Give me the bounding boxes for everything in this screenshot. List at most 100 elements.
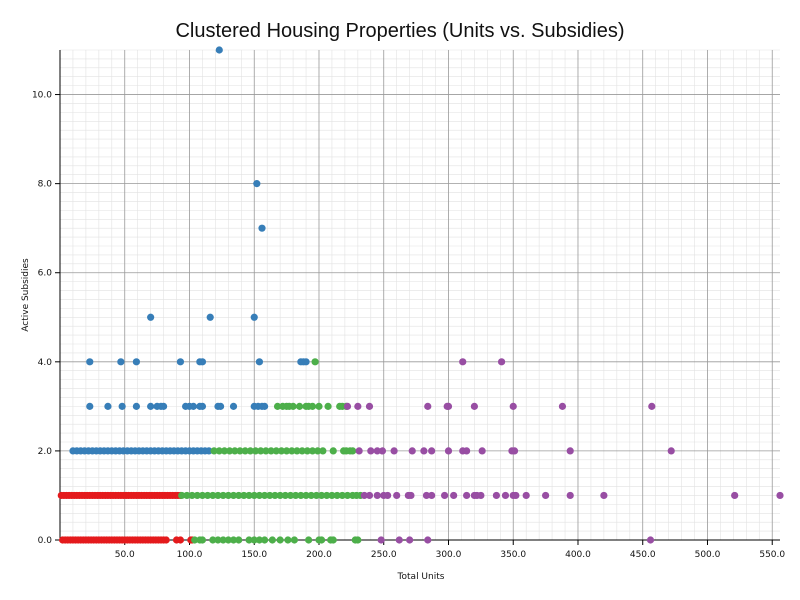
data-point [303,447,311,455]
data-point [198,536,207,544]
x-tick-label: 500.0 [695,550,721,560]
data-point [281,491,289,500]
data-point [408,447,416,455]
y-tick-label: 4.0 [38,358,53,368]
data-point [132,358,141,366]
data-point [231,447,239,455]
data-point [257,447,265,455]
data-point [308,402,317,410]
data-point [229,491,238,500]
chart-title: Clustered Housing Properties (Units vs. … [175,20,625,42]
data-point [295,402,304,410]
data-point [407,491,415,500]
data-point [118,402,126,410]
data-point [384,491,392,500]
data-point [444,447,453,455]
data-point [176,358,185,366]
x-tick-label: 450.0 [630,550,656,560]
data-point [667,447,675,455]
data-point [566,491,574,500]
data-point [333,491,341,500]
data-point [648,402,656,410]
data-point [424,536,432,544]
data-point [470,402,478,410]
data-point [245,536,253,544]
data-point [307,491,315,500]
data-point [266,491,274,500]
data-point [315,402,323,410]
data-point [459,358,467,366]
data-point [271,491,279,500]
data-point [355,447,363,455]
data-point [276,491,284,500]
data-point [191,536,199,544]
data-point [329,536,337,544]
data-point [463,447,471,455]
data-point [104,402,112,410]
data-point [205,447,213,455]
data-point [250,536,258,544]
data-point [288,447,296,455]
data-point [329,447,337,455]
data-point [509,402,517,410]
data-point [198,491,207,500]
data-point [220,447,229,455]
data-point [512,491,520,500]
data-point [147,402,155,410]
data-point [229,536,238,544]
data-point [277,447,286,455]
data-point [162,536,170,544]
data-point [198,358,207,366]
data-point [289,402,297,410]
data-point [290,536,298,544]
data-point [255,358,264,366]
tick-labels: 50.0 100.0 150.0 200.0 250.0 300.0 350.0 400.0 4… [32,91,785,560]
data-point [477,491,485,500]
data-point [178,491,186,500]
data-point [261,402,269,410]
data-point [209,491,217,500]
data-point [183,491,191,500]
data-point [338,491,346,500]
data-point [215,46,223,54]
y-tick-label: 6.0 [38,269,53,279]
data-point [241,447,249,455]
data-point [235,491,243,500]
data-point [510,447,519,455]
data-point [302,491,310,500]
data-point [226,447,234,455]
data-point [219,536,227,544]
y-tick-label: 2.0 [38,447,53,457]
data-point [478,447,486,455]
data-point [261,491,269,500]
data-point [284,536,292,544]
data-point [420,447,428,455]
data-point [251,447,260,455]
data-point [776,491,784,500]
data-point [312,491,321,500]
data-point [117,358,125,366]
data-point [542,491,550,500]
data-point [497,358,506,366]
data-point [314,447,322,455]
data-point [450,491,458,500]
data-point [245,491,253,500]
data-point [206,313,214,321]
data-point [354,402,362,410]
data-point [176,536,185,544]
data-point [215,447,223,455]
data-point [188,491,196,500]
data-point [216,402,225,410]
x-tick-label: 200.0 [306,550,332,560]
data-point [424,402,432,410]
data-point [354,536,362,544]
data-point [267,447,275,455]
data-point [262,447,270,455]
data-point [600,491,608,500]
x-tick-label: 150.0 [241,550,267,560]
x-tick-label: 50.0 [115,550,135,560]
data-point [261,536,269,544]
data-point [229,402,238,410]
data-point [501,491,510,500]
